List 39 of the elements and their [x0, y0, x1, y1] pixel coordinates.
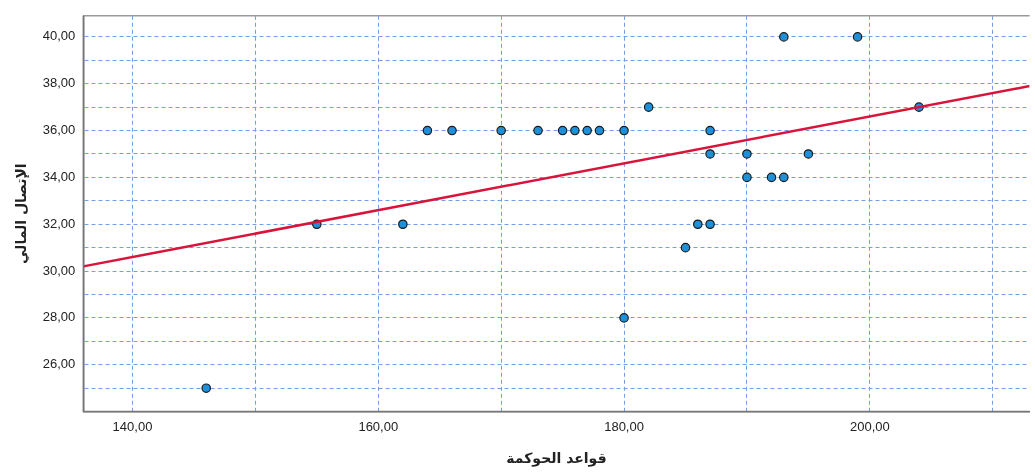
- y-tick-label: 36,00: [42, 122, 76, 138]
- point: [705, 125, 715, 136]
- point: [705, 149, 715, 159]
- point: [201, 383, 212, 393]
- point: [557, 125, 568, 136]
- point: [643, 102, 654, 112]
- point: [422, 125, 433, 136]
- point: [533, 125, 543, 136]
- point: [680, 242, 691, 253]
- x-tick-label: 160,00: [358, 418, 399, 434]
- point: [582, 125, 592, 136]
- point: [766, 172, 777, 183]
- y-axis-title: الإتصال المالي: [13, 163, 31, 265]
- point: [570, 125, 580, 136]
- x-tick-label: 140,00: [112, 418, 153, 434]
- point: [742, 172, 752, 183]
- point: [705, 219, 715, 230]
- x-tick-label: 180,00: [604, 418, 644, 434]
- y-tick-label: 32,00: [42, 215, 76, 231]
- point: [803, 149, 814, 159]
- point: [779, 172, 789, 183]
- point: [779, 32, 789, 42]
- point: [852, 32, 863, 42]
- point: [398, 219, 408, 230]
- y-tick-label: 30,00: [42, 262, 76, 278]
- point: [742, 149, 752, 159]
- point: [594, 125, 605, 136]
- y-tick-label: 40,00: [42, 28, 76, 44]
- y-tick-label: 28,00: [42, 309, 76, 325]
- point: [447, 125, 457, 136]
- x-axis-title: قواعد الحوكمة: [506, 450, 607, 468]
- x-tick-label: 200,00: [849, 418, 890, 434]
- point: [619, 313, 629, 323]
- y-tick-label: 34,00: [42, 168, 76, 184]
- y-tick-label: 38,00: [42, 75, 76, 91]
- point: [619, 125, 629, 136]
- y-tick-label: 26,00: [42, 356, 76, 372]
- point: [692, 219, 703, 230]
- point: [496, 125, 506, 136]
